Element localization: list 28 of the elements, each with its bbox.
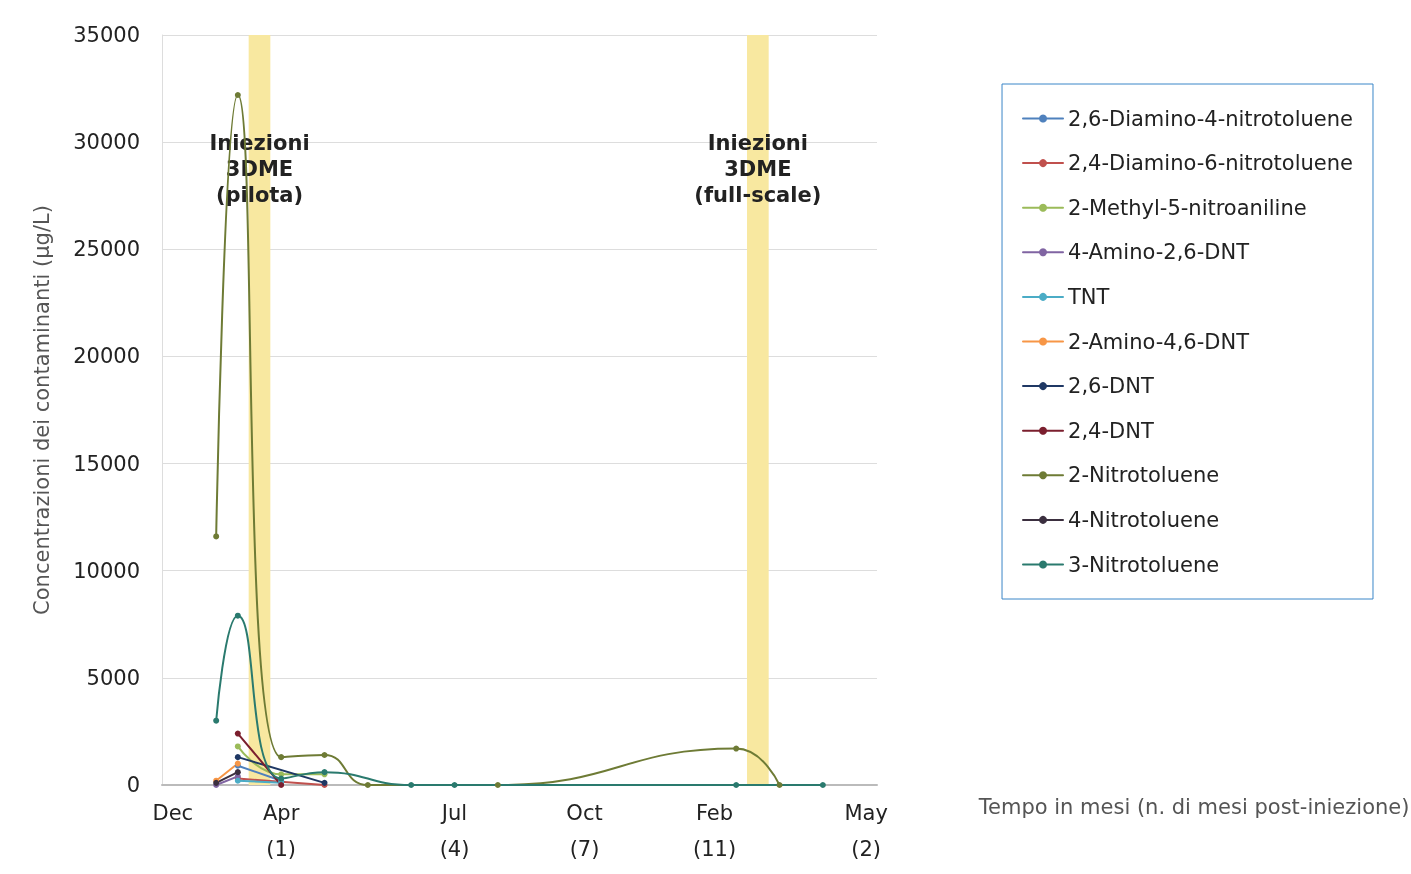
legend-label: 2,6-Diamino-4-nitrotoluene bbox=[1068, 106, 1354, 131]
y-tick-label: 35000 bbox=[73, 23, 140, 47]
legend-label: 2,6-DNT bbox=[1068, 374, 1154, 399]
legend-label: 2-Nitrotoluene bbox=[1068, 463, 1220, 488]
y-tick-label: 0 bbox=[126, 773, 140, 797]
x-tick-label: Jul (4) bbox=[439, 801, 470, 861]
x-tick-label: Dec bbox=[152, 801, 194, 825]
y-tick-label: 15000 bbox=[73, 451, 140, 476]
x-tick-label: Apr (1) bbox=[263, 801, 300, 861]
y-tick-label: 20000 bbox=[73, 344, 140, 369]
legend-label: 2,4-DNT bbox=[1068, 418, 1154, 443]
legend-label: 4-Nitrotoluene bbox=[1068, 507, 1220, 532]
legend-label: TNT bbox=[1067, 284, 1110, 309]
y-tick-label: 5000 bbox=[86, 665, 140, 690]
legend-label: 3-Nitrotoluene bbox=[1068, 552, 1220, 577]
x-tick-label: May (2) bbox=[844, 801, 888, 861]
y-tick-label: 30000 bbox=[73, 130, 140, 155]
legend-label: 2-Amino-4,6-DNT bbox=[1068, 329, 1250, 354]
data-label: Iniezioni 3DME (full-scale) bbox=[694, 131, 822, 207]
x-tick-label: Oct (7) bbox=[566, 801, 603, 861]
y-tick-label: 25000 bbox=[73, 237, 140, 262]
legend-label: 4-Amino-2,6-DNT bbox=[1068, 240, 1250, 265]
x-axis-title: Tempo in mesi (n. di mesi post-iniezione) bbox=[977, 795, 1410, 819]
x-tick-label: Feb (11) bbox=[692, 801, 737, 861]
y-axis-title: Concentrazioni dei contaminanti (µg/L) bbox=[29, 205, 54, 615]
y-tick-label: 10000 bbox=[73, 558, 140, 583]
legend-label: 2-Methyl-5-nitroaniline bbox=[1068, 195, 1307, 220]
legend-label: 2,4-Diamino-6-nitrotoluene bbox=[1068, 151, 1354, 176]
